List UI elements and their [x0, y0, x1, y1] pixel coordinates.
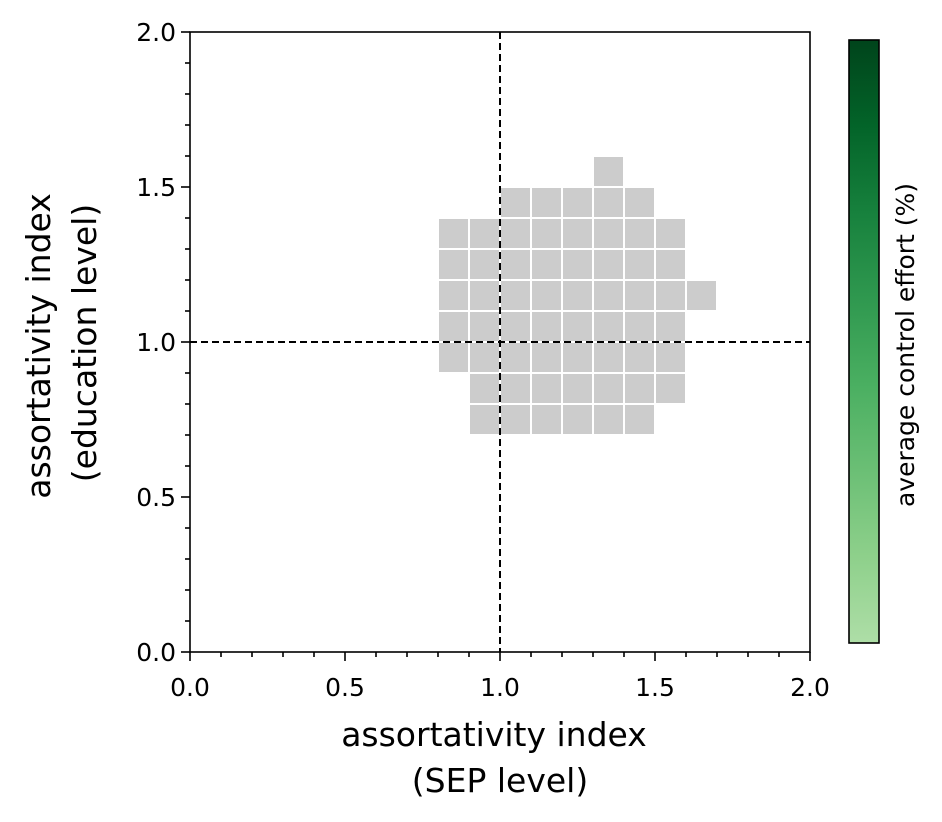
- heatmap-cell: [654, 310, 687, 343]
- heatmap-cell: [561, 186, 594, 219]
- x-axis-label-line1: assortativity index: [341, 715, 647, 754]
- heatmap-cell: [437, 279, 470, 312]
- y-axis-label-line2: (education level): [65, 204, 104, 482]
- heatmap-cell: [530, 310, 563, 343]
- y-tick-label: 1.0: [136, 328, 176, 357]
- heatmap-cell: [561, 310, 594, 343]
- heatmap-cell: [592, 279, 625, 312]
- heatmap-cell: [530, 186, 563, 219]
- y-tick-label: 2.0: [136, 18, 176, 47]
- x-tick-label: 0.5: [325, 673, 365, 702]
- heatmap-cell: [468, 310, 501, 343]
- heatmap-cell: [561, 403, 594, 436]
- heatmap-cell: [592, 248, 625, 281]
- heatmap-cell: [623, 310, 656, 343]
- heatmap-cell: [530, 372, 563, 405]
- heatmap-cell: [561, 279, 594, 312]
- heatmap-cell: [561, 217, 594, 250]
- heatmap-cell: [499, 186, 532, 219]
- x-tick-label: 2.0: [790, 673, 830, 702]
- heatmap-cell: [499, 310, 532, 343]
- heatmap-cell: [530, 403, 563, 436]
- y-tick-label: 0.0: [136, 638, 176, 667]
- heatmap-cell: [561, 341, 594, 374]
- heatmap-cell: [468, 403, 501, 436]
- colorbar-label: average control effort (%): [891, 183, 920, 507]
- y-tick-label: 1.5: [136, 173, 176, 202]
- x-tick-label: 0.0: [170, 673, 210, 702]
- heatmap-cell: [685, 279, 718, 312]
- heatmap-cell: [623, 279, 656, 312]
- heatmap-cell: [530, 217, 563, 250]
- heatmap-cell: [561, 372, 594, 405]
- y-tick-label: 0.5: [136, 483, 176, 512]
- heatmap-cell: [530, 279, 563, 312]
- heatmap-cell: [592, 217, 625, 250]
- heatmap-cell: [499, 279, 532, 312]
- heatmap-cell: [468, 279, 501, 312]
- heatmap-cell: [623, 372, 656, 405]
- heatmap-cell: [623, 217, 656, 250]
- heatmap-cell: [437, 310, 470, 343]
- heatmap-cell: [468, 248, 501, 281]
- heatmap-cell: [623, 403, 656, 436]
- heatmap-cell: [623, 248, 656, 281]
- heatmap-cell: [437, 341, 470, 374]
- heatmap-cell: [437, 248, 470, 281]
- heatmap-cell: [468, 217, 501, 250]
- heatmap-cell: [592, 186, 625, 219]
- heatmap-cell: [592, 403, 625, 436]
- heatmap-cell: [499, 403, 532, 436]
- x-tick-label: 1.5: [635, 673, 675, 702]
- heatmap-cell: [499, 217, 532, 250]
- heatmap-cell: [592, 310, 625, 343]
- x-tick-label: 1.0: [480, 673, 520, 702]
- heatmap-cell: [654, 279, 687, 312]
- heatmap-cell: [592, 155, 625, 188]
- heatmap-cell: [499, 341, 532, 374]
- heatmap-cell: [654, 248, 687, 281]
- axis-ticks: [181, 31, 811, 661]
- heatmap-cell: [592, 372, 625, 405]
- y-axis-label-line1: assortativity index: [19, 193, 58, 499]
- heatmap-cell: [561, 248, 594, 281]
- x-axis-label-line2: (SEP level): [412, 761, 588, 800]
- heatmap-cell: [654, 341, 687, 374]
- axis-tick-labels: 0.0 0.5 1.0 1.5 2.0 0.0 0.5 1.0 1.5 2.0: [136, 18, 830, 702]
- heatmap-cell: [468, 341, 501, 374]
- heatmap-cell: [499, 372, 532, 405]
- heatmap-cell: [654, 372, 687, 405]
- colorbar: [848, 39, 880, 644]
- heatmap-cell: [654, 217, 687, 250]
- heatmap-cell: [499, 248, 532, 281]
- heatmap-cell: [592, 341, 625, 374]
- heatmap-cell: [623, 186, 656, 219]
- heatmap-cell: [530, 248, 563, 281]
- heatmap-cells: [437, 155, 718, 436]
- heatmap-cell: [530, 341, 563, 374]
- heatmap-cell: [468, 372, 501, 405]
- heatmap-cell: [437, 217, 470, 250]
- reference-lines: [190, 32, 810, 652]
- heatmap-cell: [623, 341, 656, 374]
